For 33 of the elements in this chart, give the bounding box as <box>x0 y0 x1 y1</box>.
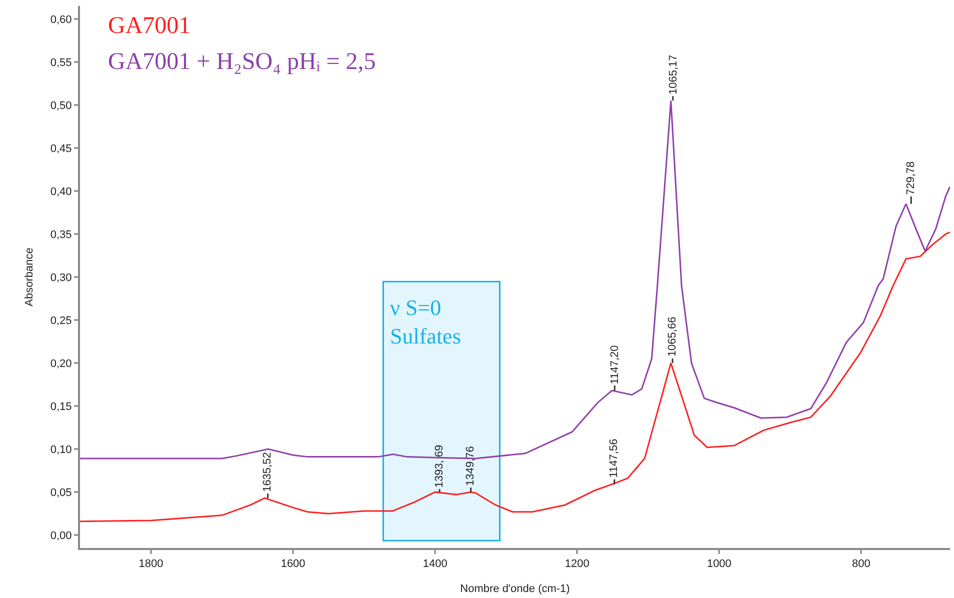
x-axis-title: Nombre d'onde (cm-1) <box>460 582 570 595</box>
x-tick-label: 1400 <box>422 558 448 570</box>
y-axis-title: Absorbance <box>24 248 36 306</box>
text: GA7001 <box>108 13 191 39</box>
y-tick-label: 0,15 <box>50 400 72 413</box>
y-tick-label: 0,35 <box>50 228 72 241</box>
text: GA7001 + H₂SO₄ pHᵢ = 2,5 <box>108 49 376 75</box>
y-tick-label: 0,10 <box>50 444 72 456</box>
y-tick-label: 0,25 <box>50 314 72 327</box>
annotation: 1349,76 <box>464 446 477 486</box>
annotation: 1635,52 <box>262 452 274 492</box>
annotation: 729,78 <box>905 161 918 195</box>
annotation: 1147,56 <box>608 438 620 478</box>
x-tick-label: 800 <box>852 558 870 570</box>
y-tick-label: 0,00 <box>50 530 72 542</box>
x-tick-label: 1200 <box>564 558 590 570</box>
annotation: 1147,20 <box>609 345 622 384</box>
x-tick-label: 1800 <box>138 558 164 570</box>
y-tick-label: 0,30 <box>50 272 72 284</box>
y-tick-label: 0,40 <box>50 186 72 198</box>
y-tick-label: 0,50 <box>50 100 72 112</box>
y-tick-label: 0,60 <box>50 14 72 26</box>
y-tick-label: 0,05 <box>50 486 72 499</box>
line-series <box>80 232 950 522</box>
annotation: 1065,17 <box>667 54 680 95</box>
x-tick-label: 1000 <box>706 558 732 570</box>
x-tick-label: 1600 <box>280 558 306 570</box>
y-tick-label: 0,55 <box>50 56 72 69</box>
y-tick-label: 0,45 <box>50 142 72 155</box>
band-label: ν S=0 Sulfates <box>390 295 461 349</box>
annotation: 1065,66 <box>666 316 679 357</box>
annotation: 1393, 69 <box>434 444 446 488</box>
y-tick-label: 0,20 <box>50 358 72 370</box>
